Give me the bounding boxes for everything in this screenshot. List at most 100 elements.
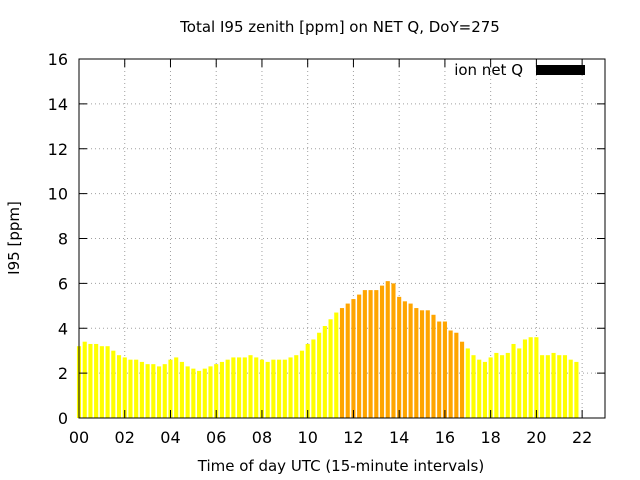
x-tick-label: 06	[206, 428, 226, 447]
bar	[562, 355, 568, 418]
bar	[197, 370, 202, 418]
bar	[82, 341, 87, 418]
bar	[282, 359, 287, 418]
bar	[254, 357, 259, 418]
bar	[505, 352, 510, 418]
legend: ion net Q	[454, 61, 585, 79]
bar	[574, 361, 579, 418]
bar	[156, 366, 162, 418]
bar	[391, 283, 396, 419]
bar	[122, 357, 127, 418]
y-tick-label: 0	[58, 409, 68, 428]
bar	[540, 355, 545, 418]
y-tick-label: 10	[48, 185, 68, 204]
bar	[357, 294, 362, 418]
bar	[397, 296, 402, 418]
bar	[288, 357, 293, 418]
bar	[191, 368, 196, 418]
bar	[219, 361, 224, 418]
bar	[351, 299, 356, 418]
bar	[322, 326, 327, 418]
bar	[259, 359, 265, 418]
x-tick-label: 22	[572, 428, 592, 447]
bar	[460, 341, 465, 418]
bar	[128, 359, 133, 418]
bar	[225, 359, 230, 418]
y-tick-label: 2	[58, 364, 68, 383]
bar	[305, 343, 310, 418]
x-tick-label: 14	[389, 428, 409, 447]
bar	[522, 339, 528, 418]
bar	[442, 321, 447, 418]
bar	[99, 346, 104, 418]
bar	[179, 361, 184, 418]
bar	[339, 308, 345, 418]
bar	[374, 290, 379, 418]
y-tick-label: 6	[58, 274, 68, 293]
x-tick-label: 02	[115, 428, 135, 447]
bar	[511, 343, 516, 418]
x-tick-label: 10	[298, 428, 318, 447]
bar	[534, 337, 539, 418]
bar	[551, 352, 556, 418]
bar	[557, 355, 562, 418]
y-tick-label: 8	[58, 230, 68, 249]
bar	[379, 285, 385, 418]
bar	[334, 312, 339, 418]
bar	[94, 343, 99, 418]
bar	[545, 355, 550, 418]
bar	[145, 364, 150, 418]
legend-swatch	[536, 65, 585, 75]
bar	[168, 359, 173, 418]
axis-ticks	[78, 58, 605, 419]
bar	[465, 348, 470, 418]
bar	[448, 330, 453, 418]
x-tick-label: 00	[69, 428, 89, 447]
bar	[414, 308, 419, 418]
x-tick-label: 04	[160, 428, 180, 447]
bar	[317, 332, 322, 418]
bar	[517, 348, 522, 418]
bar	[454, 332, 459, 418]
x-tick-label: 16	[435, 428, 455, 447]
x-tick-label: 20	[526, 428, 546, 447]
bar	[174, 357, 179, 418]
bar	[271, 359, 276, 418]
bar	[419, 310, 425, 418]
bar	[134, 359, 139, 418]
bar	[214, 364, 219, 418]
bar	[237, 357, 242, 418]
bar	[231, 357, 236, 418]
bar	[151, 364, 156, 418]
bar	[265, 361, 270, 418]
bar	[139, 361, 144, 418]
bar	[202, 368, 207, 418]
bar	[488, 357, 493, 418]
x-tick-label: 12	[343, 428, 363, 447]
y-tick-label: 16	[48, 50, 68, 69]
bar	[431, 314, 436, 418]
bar	[437, 321, 442, 418]
x-tick-label: 08	[252, 428, 272, 447]
bar	[494, 352, 499, 418]
bar	[88, 343, 93, 418]
y-tick-labels: 0 2 4 6 8 10 12 14 16	[48, 50, 68, 428]
bar	[402, 301, 407, 418]
bar	[105, 346, 110, 418]
bar	[248, 355, 253, 418]
bar	[294, 355, 299, 418]
bar	[368, 290, 373, 418]
y-tick-label: 12	[48, 140, 68, 159]
bar	[277, 359, 282, 418]
bar	[362, 290, 367, 418]
y-tick-label: 14	[48, 95, 68, 114]
bar	[568, 359, 573, 418]
x-tick-labels: 00 02 04 06 08 10 12 14 16 18 20 22	[69, 428, 592, 447]
bars	[76, 281, 579, 419]
bar	[425, 310, 430, 418]
bar	[500, 355, 505, 418]
y-tick-label: 4	[58, 319, 68, 338]
bar	[471, 355, 476, 418]
bar	[408, 303, 413, 418]
bar	[242, 357, 247, 418]
